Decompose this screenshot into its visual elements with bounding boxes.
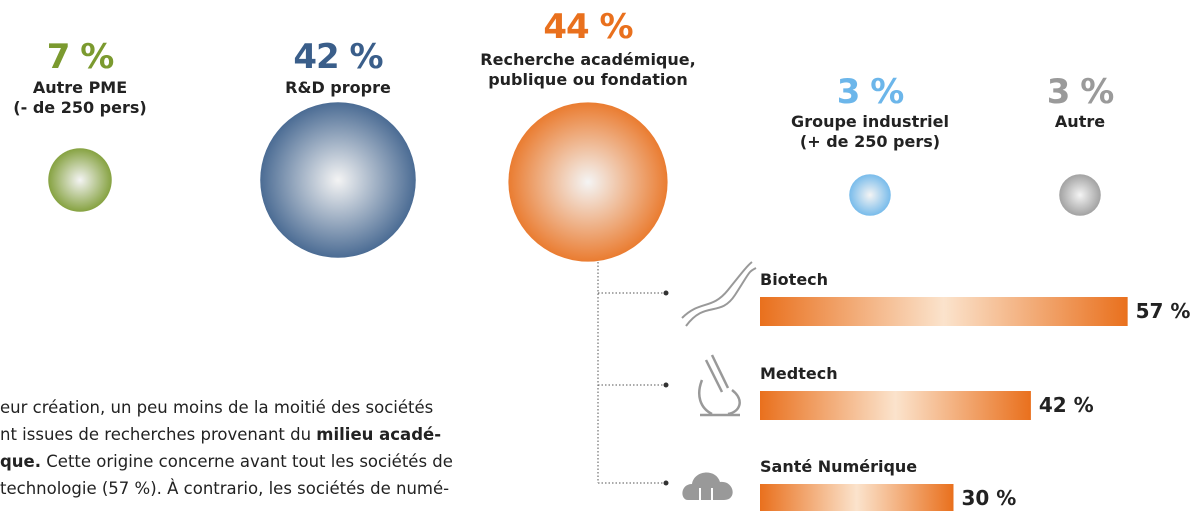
text-segment: Cette origine concerne avant tout les so… [41,452,453,471]
category-label: Groupe industriel (+ de 250 pers) [791,112,949,151]
bubble [849,174,891,216]
bar-label: Medtech [760,364,838,383]
connector-dot [663,480,669,486]
bubble [1059,174,1101,216]
text-segment: technologie (57 %). À contrario, les soc… [0,479,450,498]
value-label: 42 % [293,37,383,77]
bubble [48,148,112,212]
connectors [597,262,665,484]
connector-dot [663,382,669,388]
category-label: Recherche académique, publique ou fondat… [480,50,696,89]
text-line: nt issues de recherches provenant du mil… [0,421,453,448]
text-segment: nt issues de recherches provenant du [0,425,317,444]
bar-label: Santé Numérique [760,457,918,476]
value-label: 3 % [836,72,905,112]
bubble [260,102,416,258]
paragraph: eur création, un peu moins de la moitié … [0,394,453,502]
category-label: R&D propre [285,78,391,97]
bar [760,484,954,511]
bar [760,297,1128,326]
connector-dot [663,290,669,296]
bar-label: Biotech [760,270,829,289]
bar [760,391,1031,420]
value-label: 7 % [46,37,115,77]
category-label: Autre [1054,112,1106,131]
cloud-icon [682,472,733,500]
bubble [508,102,668,262]
stethoscope [699,488,713,500]
bar-value-label: 57 % [1135,299,1191,323]
microscope [698,354,741,417]
text-segment: eur création, un peu moins de la moitié … [0,398,434,417]
microscope-icon [698,354,741,417]
dna-icon [681,261,757,327]
text-segment: milieu acadé- [316,425,442,444]
cloud [682,472,733,500]
value-label: 44 % [543,7,633,47]
text-line: technologie (57 %). À contrario, les soc… [0,475,453,502]
dna-strand [685,267,757,327]
text-segment: que. [0,452,42,471]
bar-value-label: 30 % [961,486,1017,510]
dna-strand [681,261,753,319]
text-line: eur création, un peu moins de la moitié … [0,394,453,421]
text-line: que. Cette origine concerne avant tout l… [0,448,453,475]
category-label: Autre PME (- de 250 pers) [13,78,147,117]
bar-value-label: 42 % [1038,393,1094,417]
value-label: 3 % [1046,72,1115,112]
